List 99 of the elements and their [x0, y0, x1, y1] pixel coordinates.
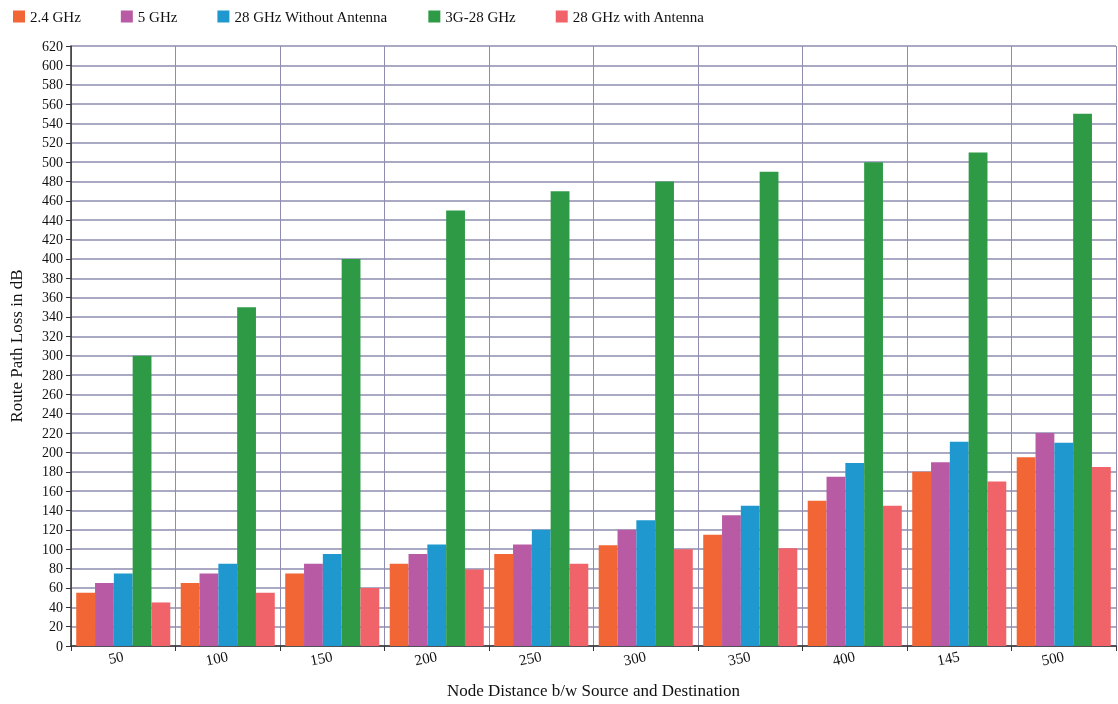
bar — [569, 563, 589, 646]
bar — [845, 463, 865, 646]
bar — [722, 515, 741, 646]
bar — [180, 583, 200, 646]
bar — [882, 505, 902, 646]
legend-label: 5 GHz — [137, 8, 178, 25]
bar — [76, 592, 96, 646]
bar — [617, 529, 637, 646]
legend-label: 28 GHz Without Antenna — [234, 8, 388, 25]
bar — [550, 191, 570, 646]
y-tick-label: 220 — [42, 425, 63, 441]
bar — [285, 573, 305, 646]
bar — [1091, 466, 1111, 646]
bar — [408, 554, 428, 646]
bar — [1016, 457, 1036, 646]
bar — [598, 545, 618, 646]
bar — [218, 563, 238, 646]
x-tick-label: 150 — [308, 648, 334, 669]
y-tick-label: 140 — [42, 503, 63, 519]
bar — [531, 529, 551, 646]
x-axis-title: Node Distance b/w Source and Destination — [446, 681, 741, 700]
y-tick-label: 480 — [42, 173, 63, 189]
y-tick-label: 60 — [49, 580, 63, 596]
bar — [949, 441, 969, 646]
y-tick-label: 120 — [42, 522, 63, 538]
y-tick-label: 160 — [42, 483, 63, 499]
bar — [968, 152, 988, 646]
x-tick-label: 250 — [517, 648, 543, 669]
y-tick-label: 0 — [56, 638, 63, 654]
x-tick-label: 350 — [726, 648, 752, 669]
y-tick-label: 460 — [42, 193, 63, 209]
bar — [464, 569, 484, 646]
y-tick-label: 40 — [49, 599, 63, 615]
bar — [427, 544, 447, 646]
y-tick-label: 380 — [42, 270, 63, 286]
x-tick-label: 300 — [622, 648, 648, 669]
legend-label: 2.4 GHz — [30, 8, 82, 25]
y-tick-label: 580 — [42, 77, 63, 93]
bar — [132, 355, 152, 646]
bar — [255, 592, 275, 646]
bar — [673, 549, 693, 646]
y-tick-label: 300 — [42, 348, 63, 364]
bar — [636, 520, 656, 646]
bar — [151, 602, 171, 646]
y-tick-label: 240 — [42, 406, 63, 422]
y-tick-label: 200 — [42, 444, 63, 460]
y-tick-label: 420 — [42, 232, 63, 248]
y-tick-label: 620 — [42, 38, 63, 54]
bar — [446, 210, 465, 646]
bar — [987, 481, 1007, 646]
y-tick-label: 540 — [42, 115, 63, 131]
bar — [113, 573, 133, 646]
bar — [199, 573, 219, 646]
legend-label: 28 GHz with Antenna — [572, 8, 705, 25]
bar — [304, 563, 323, 646]
bar — [341, 258, 361, 646]
bar — [322, 554, 342, 646]
bar — [389, 563, 409, 646]
x-tick-label: 50 — [106, 648, 125, 667]
bar — [360, 587, 380, 646]
bar — [1054, 442, 1074, 646]
y-tick-label: 280 — [42, 367, 63, 383]
x-tick-label: 200 — [413, 648, 439, 669]
legend-label: 3G-28 GHz — [445, 8, 517, 25]
bar — [807, 500, 827, 646]
bar — [1073, 113, 1092, 646]
x-tick-label: 400 — [831, 648, 857, 669]
bar — [826, 476, 846, 646]
y-tick-label: 20 — [49, 619, 63, 635]
bar — [655, 181, 674, 646]
bar — [494, 554, 514, 646]
bar — [759, 171, 779, 646]
y-tick-label: 340 — [42, 309, 63, 325]
y-tick-label: 180 — [42, 464, 63, 480]
bar — [513, 544, 532, 646]
x-tick-label: 145 — [935, 648, 961, 669]
y-tick-label: 400 — [42, 251, 63, 267]
y-tick-label: 80 — [49, 561, 63, 577]
bar — [703, 534, 723, 646]
y-tick-label: 440 — [42, 212, 63, 228]
bar — [778, 548, 798, 646]
x-tick-label: 100 — [204, 648, 230, 669]
bar — [931, 462, 950, 646]
y-axis-title: Route Path Loss in dB — [7, 269, 26, 423]
bar — [912, 471, 932, 646]
bar — [864, 162, 883, 646]
y-tick-label: 600 — [42, 57, 63, 73]
y-tick-label: 360 — [42, 290, 63, 306]
y-tick-label: 520 — [42, 135, 63, 151]
y-tick-label: 100 — [42, 541, 63, 557]
y-tick-label: 500 — [42, 154, 63, 170]
y-tick-label: 560 — [42, 96, 63, 112]
bar — [740, 505, 760, 646]
bar — [1035, 433, 1055, 646]
x-tick-label: 500 — [1040, 648, 1066, 669]
y-tick-label: 320 — [42, 328, 63, 344]
y-tick-label: 260 — [42, 386, 63, 402]
bar — [237, 307, 256, 646]
bar — [95, 583, 114, 646]
